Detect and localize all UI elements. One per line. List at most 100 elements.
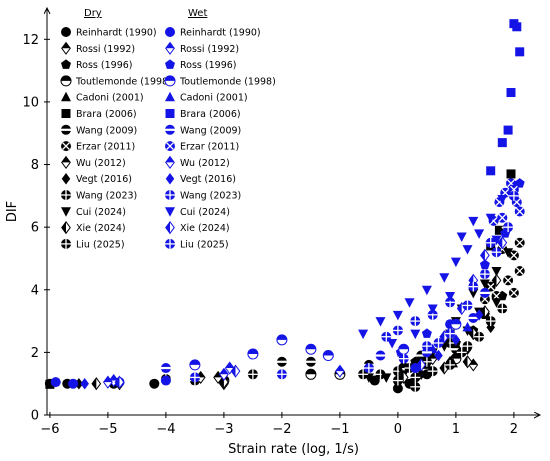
legend-label-dry: Brara (2006) (76, 109, 137, 120)
data-point (491, 298, 502, 308)
data-point (497, 194, 508, 205)
data-point (445, 292, 456, 302)
legend-label-dry: Ross (1996) (76, 60, 133, 71)
data-point (45, 379, 55, 389)
data-point (491, 235, 502, 246)
data-point (276, 334, 288, 346)
data-point (445, 359, 456, 370)
legend-marker-wet (165, 141, 175, 152)
data-point (358, 369, 369, 380)
data-point (514, 265, 525, 276)
data-point (398, 343, 410, 355)
x-tick-label: 2 (510, 422, 518, 437)
data-point (410, 329, 421, 340)
y-tick-label: 6 (31, 221, 39, 236)
y-tick-label: 8 (31, 158, 39, 173)
data-point (369, 375, 380, 386)
data-point (410, 372, 421, 383)
data-point (515, 47, 525, 57)
data-points (44, 19, 525, 394)
data-point (468, 216, 479, 227)
data-point (479, 287, 490, 298)
legend-marker-dry (61, 141, 71, 152)
legend-marker-dry (61, 221, 71, 235)
data-point (462, 245, 473, 255)
legend-label-dry: Rossi (1992) (76, 44, 135, 55)
data-point (305, 356, 316, 367)
data-point (514, 237, 525, 248)
x-tick-label: 1 (452, 422, 460, 437)
legend-label-wet: Xie (2024) (180, 223, 230, 234)
data-point (479, 269, 490, 280)
data-point (494, 225, 504, 235)
data-point (375, 369, 386, 380)
data-point (511, 197, 522, 208)
data-point (276, 356, 287, 367)
data-point (230, 364, 241, 378)
data-point (427, 304, 438, 315)
data-point (305, 343, 317, 355)
legend-label-dry: Cadoni (2001) (76, 93, 144, 104)
data-point (91, 377, 102, 391)
legend-label-wet: Vegt (2016) (180, 174, 236, 185)
x-tick-label: −6 (40, 422, 59, 437)
legend-header-dry: Dry (84, 8, 102, 19)
y-axis-title: DIF (5, 201, 20, 222)
data-point (503, 275, 514, 286)
plot-axes (47, 8, 540, 415)
y-tick-label: 2 (31, 346, 39, 361)
data-point (392, 375, 403, 386)
data-point (462, 341, 473, 352)
data-point (114, 375, 125, 389)
legend-marker-wet (164, 75, 176, 87)
y-tick-label: 10 (22, 95, 39, 110)
legend-label-wet: Reinhardt (1990) (180, 28, 261, 39)
data-point (462, 355, 473, 369)
data-point (375, 317, 386, 327)
legend-marker-wet (165, 172, 175, 185)
legend-label-wet: Cui (2024) (180, 207, 230, 218)
legend-marker-wet (165, 207, 175, 217)
legend-marker-dry (61, 41, 71, 55)
data-point (480, 248, 490, 262)
data-point (462, 321, 473, 332)
data-point (479, 259, 490, 269)
data-point (421, 341, 432, 352)
legend-label-dry: Xie (2024) (76, 223, 126, 234)
data-point (439, 273, 450, 283)
legend-marker-wet (165, 41, 175, 55)
x-axis-title: Strain rate (log, 1/s) (228, 442, 359, 457)
data-point (103, 375, 113, 389)
legend-label-wet: Liu (2025) (180, 239, 229, 250)
data-point (462, 300, 473, 311)
data-point (322, 350, 334, 362)
legend-label-wet: Toutlemonde (1998) (179, 76, 276, 87)
data-point (433, 337, 444, 348)
legend-marker-wet (165, 124, 175, 135)
legend-label-wet: Cadoni (2001) (180, 93, 248, 104)
data-point (497, 303, 508, 314)
data-point (491, 266, 502, 277)
data-point (485, 237, 496, 248)
data-point (50, 377, 61, 388)
x-tick-label: −2 (272, 422, 291, 437)
data-point (416, 358, 426, 372)
legend-label-dry: Wang (2023) (76, 191, 137, 202)
data-point (485, 316, 496, 327)
legend-marker-wet (165, 155, 175, 169)
data-point (508, 287, 519, 298)
legend-marker-wet (165, 27, 175, 37)
data-point (503, 248, 514, 258)
data-point (358, 329, 369, 340)
data-point (486, 166, 496, 176)
data-point (160, 363, 171, 374)
data-point (474, 229, 485, 239)
x-tick-label: −4 (156, 422, 175, 437)
legend: Dry Wet Reinhardt (1990) Reinhardt (1990) Ro… (60, 8, 276, 250)
legend-marker-dry (61, 190, 71, 200)
legend-marker-dry (61, 59, 71, 69)
data-point (474, 309, 484, 321)
data-point (491, 273, 502, 287)
data-point (468, 288, 479, 299)
legend-marker-wet (165, 109, 175, 118)
